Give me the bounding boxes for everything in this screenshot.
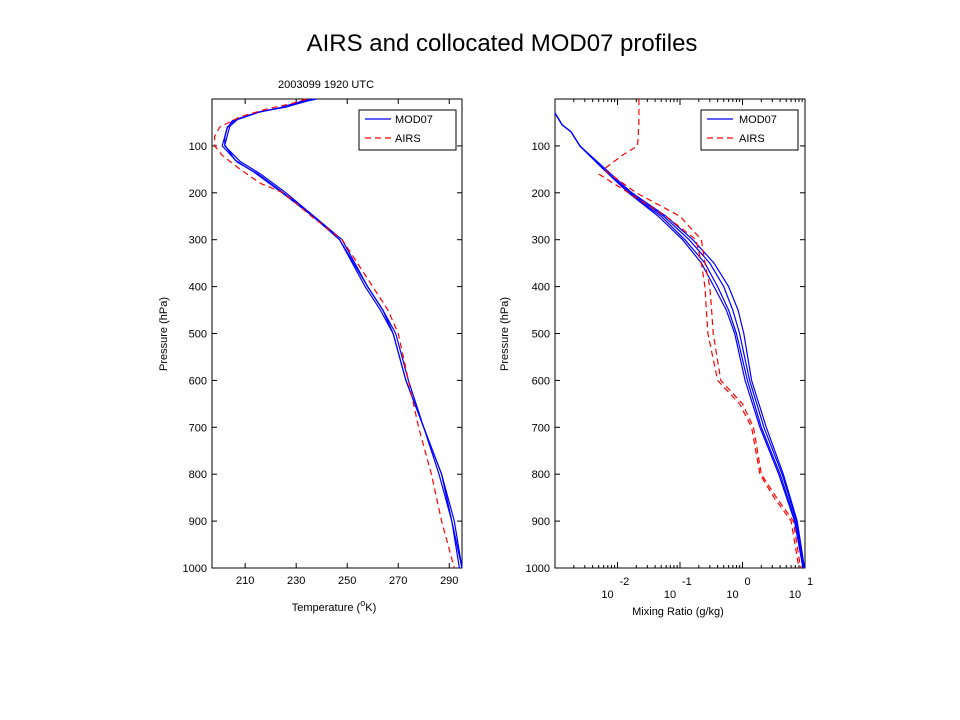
x-tick-label: 10: [726, 589, 738, 601]
x-tick-label: 10: [789, 589, 801, 601]
x-tick-exponent: 0: [745, 576, 751, 588]
legend-label-airs: AIRS: [395, 133, 421, 145]
data-series: [554, 99, 806, 569]
y-tick-label: 100: [189, 141, 207, 153]
x-tick-label: 10: [601, 589, 613, 601]
y-axis-label: Pressure (hPa): [499, 297, 511, 371]
x-axis-label-superscript: o: [360, 598, 365, 608]
series-line-airs: [602, 99, 802, 569]
y-tick-label: 900: [189, 516, 207, 528]
y-tick-label: 500: [532, 329, 550, 341]
temperature-profile-chart: 2003099 1920 UTC 100 200 300 400 500 600 700 80…: [158, 79, 463, 614]
legend: MOD07 AIRS: [358, 109, 457, 151]
mixing-ratio-profile-chart: 100200300400500600700800900100010-210-11…: [499, 98, 813, 618]
y-axis-label: Pressure (hPa): [158, 297, 170, 371]
y-tick-label: 200: [532, 188, 550, 200]
x-axis-label-end: K): [365, 602, 376, 614]
y-tick-label: 400: [532, 282, 550, 294]
legend-box: [358, 109, 457, 151]
y-tick-label: 700: [189, 422, 207, 434]
x-tick-label: 250: [338, 575, 356, 587]
y-tick-label: 300: [189, 235, 207, 247]
x-axis-label: Temperature (oK): [292, 598, 377, 614]
page-title: AIRS and collocated MOD07 profiles: [306, 30, 698, 57]
y-tick-label: 1000: [526, 563, 550, 575]
y-tick-label: 500: [189, 329, 207, 341]
legend: MOD07 AIRS: [700, 109, 799, 151]
chart-subtitle: 2003099 1920 UTC: [278, 79, 374, 91]
series-line-mod07: [554, 112, 804, 569]
y-tick-label: 200: [189, 188, 207, 200]
series-line-mod07: [221, 98, 463, 569]
y-tick-label: 300: [532, 235, 550, 247]
y-tick-label: 900: [532, 516, 550, 528]
y-tick-label: 700: [532, 422, 550, 434]
x-tick-exponent: 1: [807, 576, 813, 588]
y-tick-label: 400: [189, 282, 207, 294]
y-tick-label: 800: [532, 469, 550, 481]
legend-box: [700, 109, 799, 151]
axis-ticks: 100 200 300 400 500 600 700 800 900 1000 210 230 250…: [183, 99, 462, 587]
x-tick-label: 230: [287, 575, 305, 587]
x-tick-exponent: -2: [620, 576, 630, 588]
y-tick-label: 600: [189, 375, 207, 387]
y-tick-label: 600: [532, 375, 550, 387]
legend-label-mod07: MOD07: [395, 114, 433, 126]
x-tick-label: 10: [664, 589, 676, 601]
legend-label-airs: AIRS: [739, 133, 765, 145]
y-tick-label: 100: [532, 141, 550, 153]
x-tick-label: 210: [236, 575, 254, 587]
series-line-airs: [598, 173, 800, 569]
data-series: [214, 98, 463, 569]
axis-ticks: 100200300400500600700800900100010-210-11…: [526, 99, 813, 601]
x-tick-label: 290: [440, 575, 458, 587]
legend-label-mod07: MOD07: [739, 114, 777, 126]
series-line-mod07: [554, 112, 806, 569]
plot-area-frame: [554, 98, 806, 569]
series-line-mod07: [554, 112, 805, 569]
series-line-airs: [214, 98, 455, 569]
y-tick-label: 800: [189, 469, 207, 481]
series-line-mod07: [554, 112, 805, 569]
x-tick-label: 270: [389, 575, 407, 587]
series-line-mod07: [224, 98, 460, 569]
x-tick-exponent: -1: [682, 576, 692, 588]
series-line-mod07: [224, 98, 463, 569]
x-axis-label-text: Temperature (: [292, 602, 361, 614]
y-tick-label: 1000: [183, 563, 207, 575]
x-axis-label: Mixing Ratio (g/kg): [632, 606, 724, 618]
